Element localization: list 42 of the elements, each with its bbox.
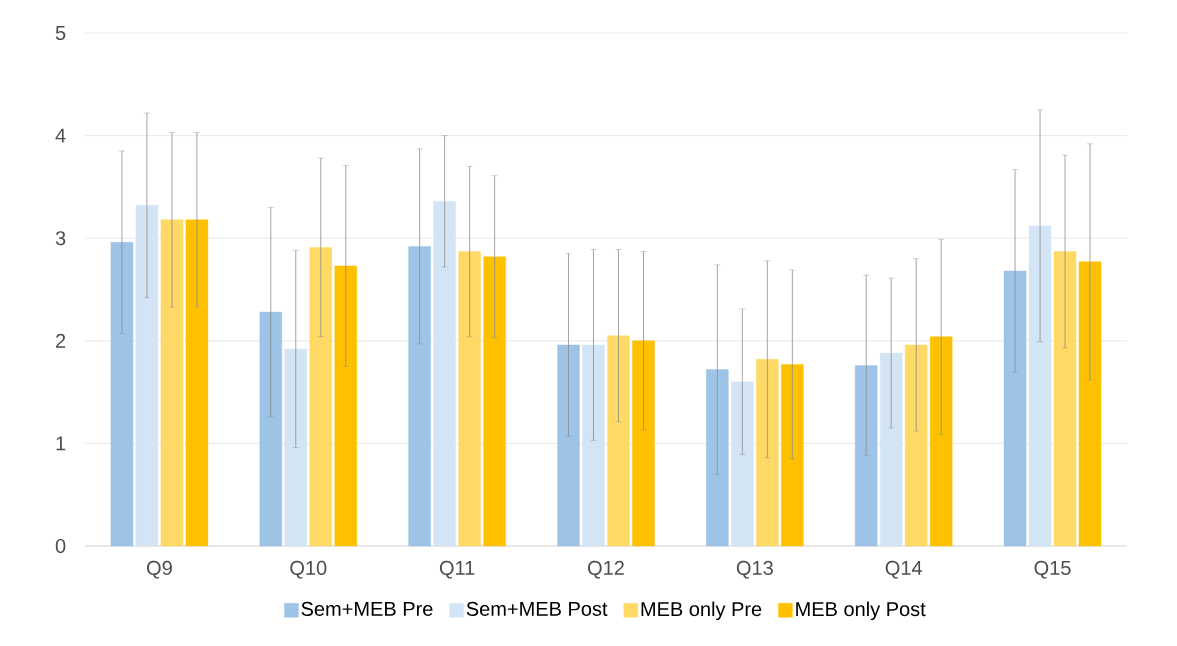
legend-label: MEB only Pre <box>641 601 762 621</box>
bar <box>1003 270 1027 547</box>
y-tick-label: 0 <box>55 538 66 554</box>
bar <box>110 242 134 547</box>
y-tick-label: 3 <box>55 231 66 246</box>
bar <box>1053 251 1077 547</box>
bar <box>1078 261 1102 547</box>
bar <box>309 247 332 547</box>
bar <box>135 205 159 547</box>
bar <box>1028 225 1052 547</box>
y-tick-label: 2 <box>56 333 66 348</box>
bar <box>731 381 754 547</box>
legend-label: Sem+MEB Pre <box>301 601 433 616</box>
bar <box>483 256 506 547</box>
bar <box>854 365 878 547</box>
bar <box>879 352 903 547</box>
bar <box>408 246 431 547</box>
bar <box>557 344 580 547</box>
x-tick-label: Q14 <box>885 560 922 579</box>
bar <box>334 265 357 547</box>
bar <box>904 344 928 547</box>
x-tick-label: Q12 <box>588 560 624 579</box>
bar <box>458 251 481 547</box>
bar <box>185 219 209 547</box>
x-tick-label: Q11 <box>439 560 475 579</box>
bar <box>433 201 456 547</box>
y-tick-label: 1 <box>56 436 66 451</box>
legend-label: MEB only Post <box>796 601 926 621</box>
y-tick-label: 4 <box>55 128 66 143</box>
y-tick-label: 5 <box>55 26 66 40</box>
bar <box>160 219 184 547</box>
x-tick-label: Q10 <box>290 560 327 579</box>
x-tick-label: Q13 <box>736 560 773 579</box>
legend-label: Sem+MEB Post <box>466 601 608 616</box>
bar <box>632 340 655 547</box>
x-tick-label: Q15 <box>1034 560 1071 579</box>
bar <box>582 344 605 547</box>
bar <box>284 348 307 547</box>
bar <box>607 335 630 547</box>
x-tick-label: Q9 <box>147 560 172 579</box>
bar <box>259 311 282 547</box>
bar <box>929 336 953 547</box>
